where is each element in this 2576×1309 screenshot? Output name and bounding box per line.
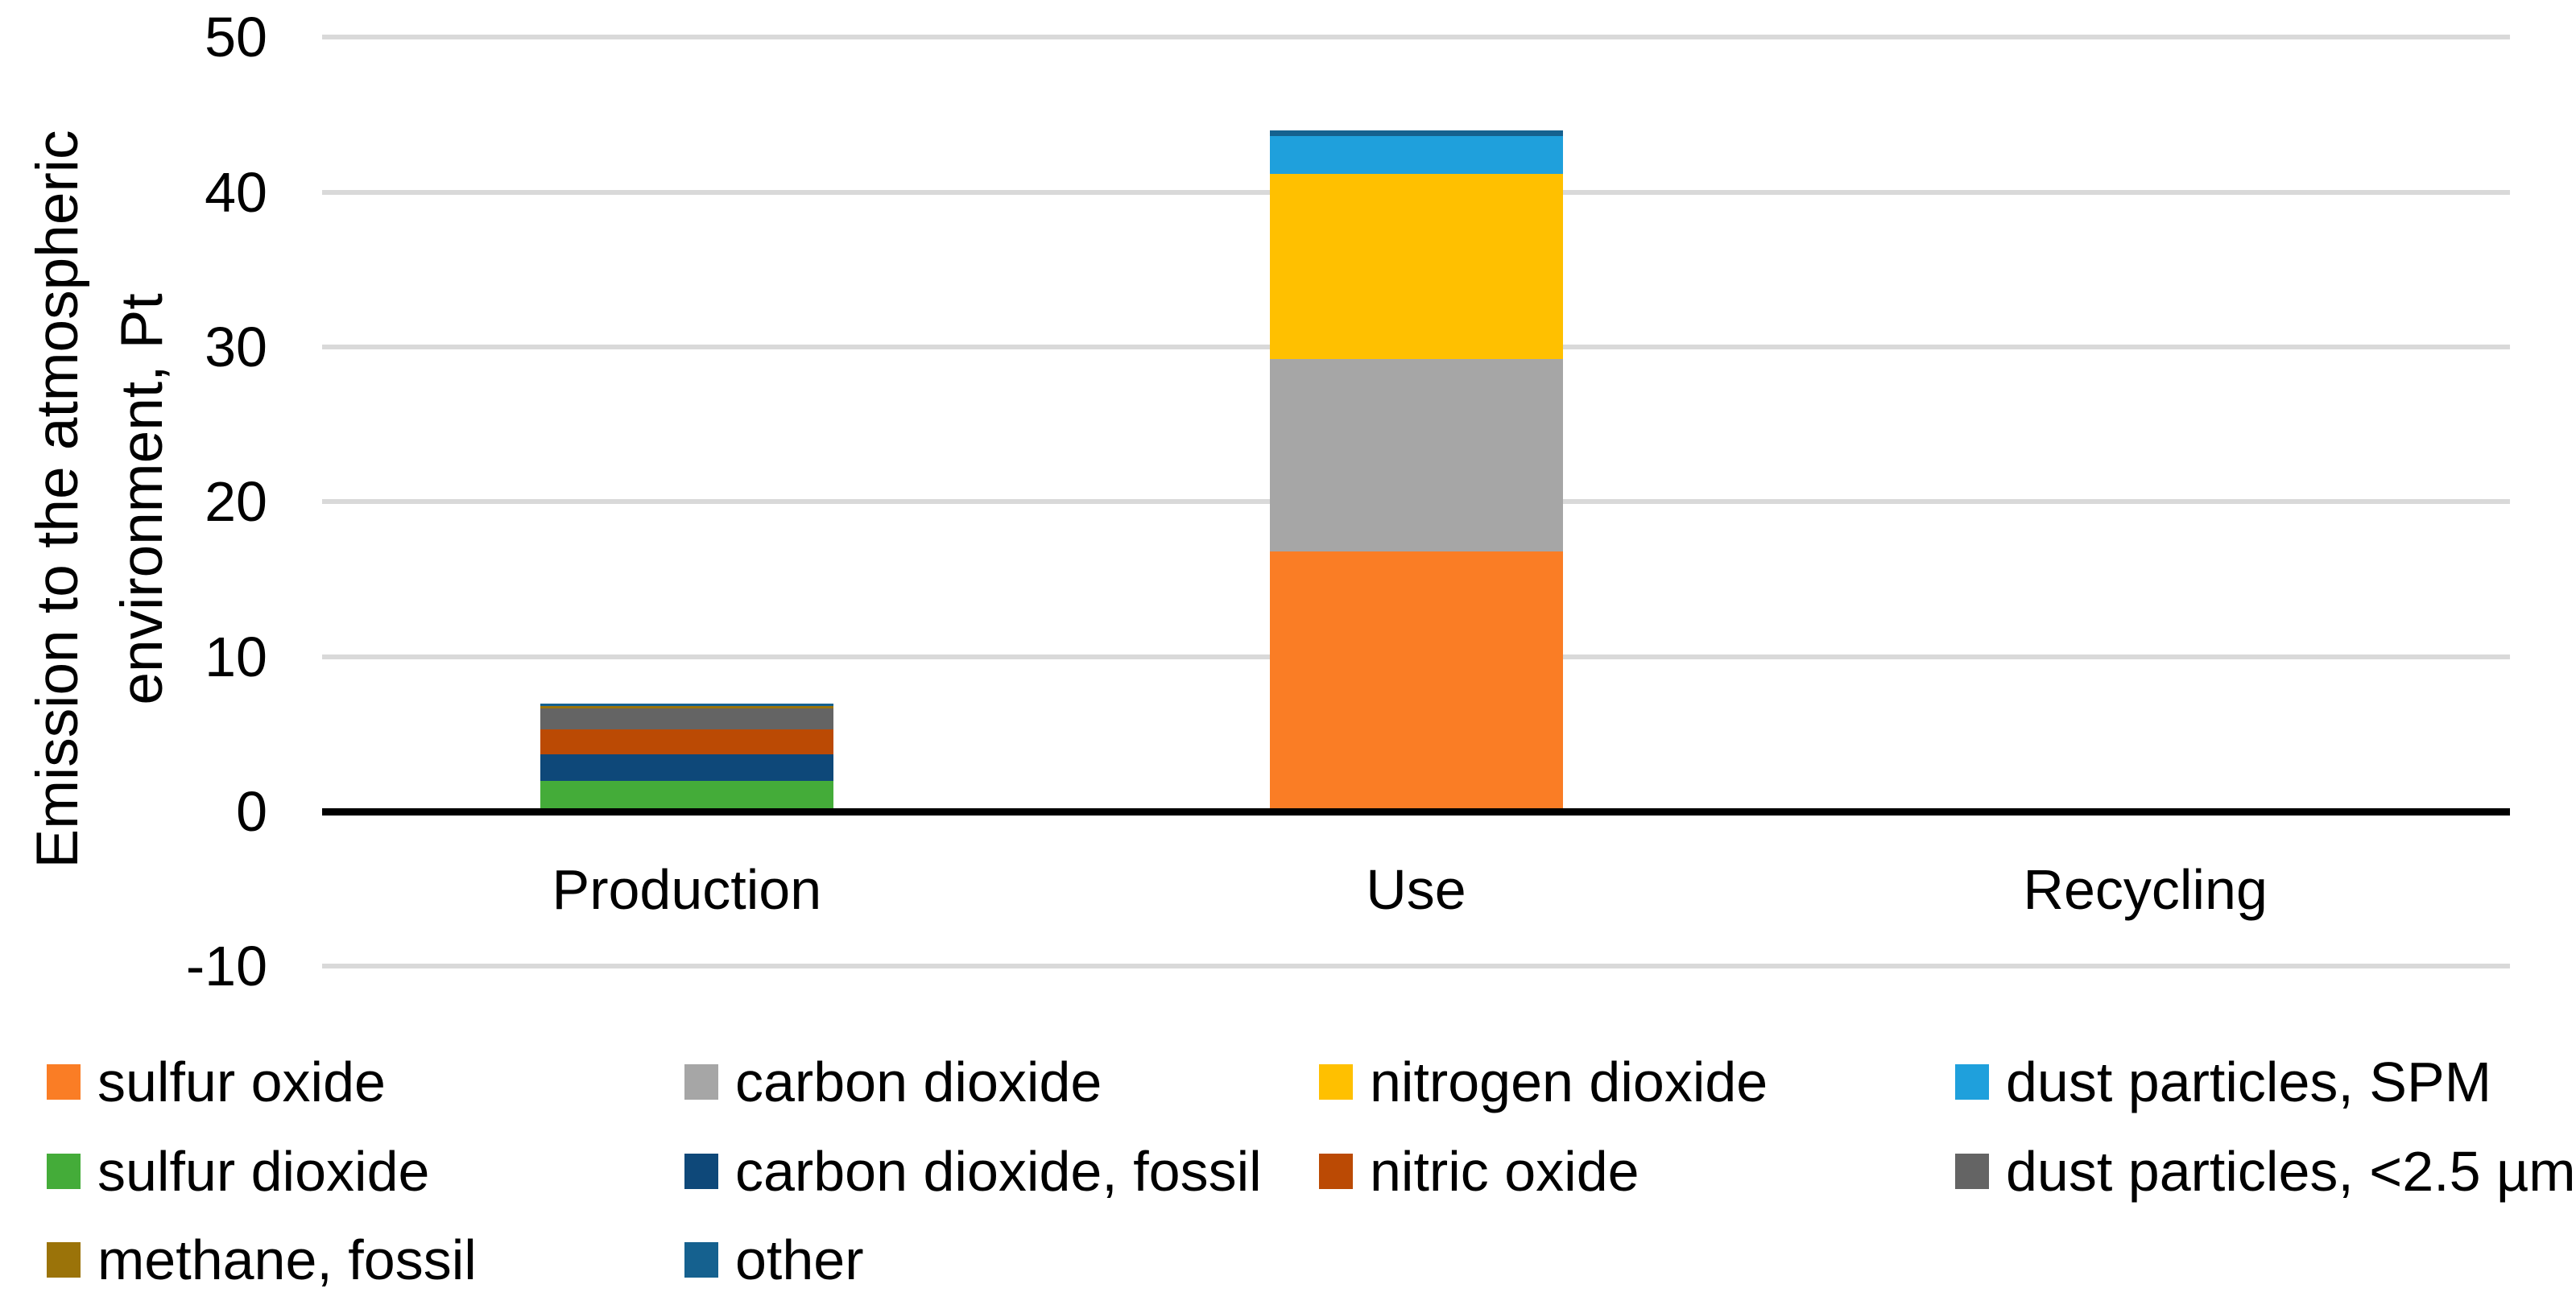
bar-segment-production-nitric-oxide — [540, 729, 833, 754]
bar-segment-use-other — [1269, 130, 1563, 137]
legend-item-nitric-oxide: nitric oxide — [1319, 1143, 1639, 1200]
legend-swatch-sulfur-oxide — [47, 1064, 81, 1100]
legend-swatch-nitric-oxide — [1319, 1153, 1353, 1189]
legend-swatch-carbon-dioxide-fossil — [684, 1153, 718, 1189]
legend-label-nitrogen-dioxide: nitrogen dioxide — [1370, 1051, 1768, 1113]
legend-swatch-dust-particles-spm — [1955, 1064, 1989, 1100]
x-axis-line — [322, 808, 2510, 816]
legend-item-dust-particles-2-5-m: dust particles, <2.5 µm — [1955, 1143, 2576, 1200]
x-category-label-use: Use — [1366, 858, 1466, 921]
legend-label-other: other — [735, 1228, 864, 1291]
legend-label-carbon-dioxide: carbon dioxide — [735, 1051, 1102, 1113]
bar-segment-use-nitrogen-dioxide — [1269, 173, 1563, 360]
y-tick-label--10: -10 — [185, 935, 267, 998]
legend-label-nitric-oxide: nitric oxide — [1370, 1139, 1639, 1203]
legend-swatch-nitrogen-dioxide — [1319, 1064, 1353, 1100]
legend-item-sulfur-oxide: sulfur oxide — [47, 1054, 386, 1110]
y-tick-label-0: 0 — [236, 780, 267, 843]
gridline-50 — [322, 35, 2510, 40]
bar-segment-production-other — [540, 703, 833, 706]
bar-segment-use-sulfur-oxide — [1269, 551, 1563, 811]
y-tick-label-30: 30 — [205, 316, 267, 378]
legend-item-methane-fossil: methane, fossil — [47, 1232, 477, 1288]
legend-item-nitrogen-dioxide: nitrogen dioxide — [1319, 1054, 1768, 1110]
bar-segment-production-dust-particles-2-5-m — [540, 708, 833, 730]
legend-swatch-methane-fossil — [47, 1242, 81, 1278]
bar-segment-use-dust-particles-spm — [1269, 136, 1563, 174]
y-tick-label-20: 20 — [205, 470, 267, 534]
gridline--10 — [322, 964, 2510, 969]
legend-swatch-other — [684, 1242, 718, 1278]
x-category-label-recycling: Recycling — [2023, 858, 2268, 921]
legend-item-carbon-dioxide-fossil: carbon dioxide, fossil — [684, 1143, 1262, 1200]
bar-segment-production-sulfur-dioxide — [540, 780, 833, 811]
bar-segment-production-carbon-dioxide-fossil — [540, 754, 833, 781]
legend-label-dust-particles-spm: dust particles, SPM — [2006, 1051, 2491, 1113]
legend-item-dust-particles-spm: dust particles, SPM — [1955, 1054, 2491, 1110]
legend-label-methane-fossil: methane, fossil — [97, 1228, 477, 1291]
legend-swatch-dust-particles-2-5-m — [1955, 1153, 1989, 1189]
legend-label-carbon-dioxide-fossil: carbon dioxide, fossil — [735, 1139, 1262, 1203]
y-tick-label-40: 40 — [205, 160, 267, 224]
legend-item-carbon-dioxide: carbon dioxide — [684, 1054, 1102, 1110]
bar-segment-production-methane-fossil — [540, 705, 833, 709]
legend-item-other: other — [684, 1232, 864, 1288]
y-tick-label-50: 50 — [205, 6, 267, 69]
legend-label-sulfur-oxide: sulfur oxide — [97, 1051, 386, 1113]
legend-swatch-sulfur-dioxide — [47, 1153, 81, 1189]
y-tick-label-10: 10 — [205, 625, 267, 688]
x-category-label-production: Production — [552, 858, 822, 921]
legend-item-sulfur-dioxide: sulfur dioxide — [47, 1143, 429, 1200]
bar-segment-use-carbon-dioxide — [1269, 359, 1563, 551]
legend-swatch-carbon-dioxide — [684, 1064, 718, 1100]
legend-label-sulfur-dioxide: sulfur dioxide — [97, 1139, 430, 1203]
legend-label-dust-particles-2-5-m: dust particles, <2.5 µm — [2006, 1139, 2576, 1203]
